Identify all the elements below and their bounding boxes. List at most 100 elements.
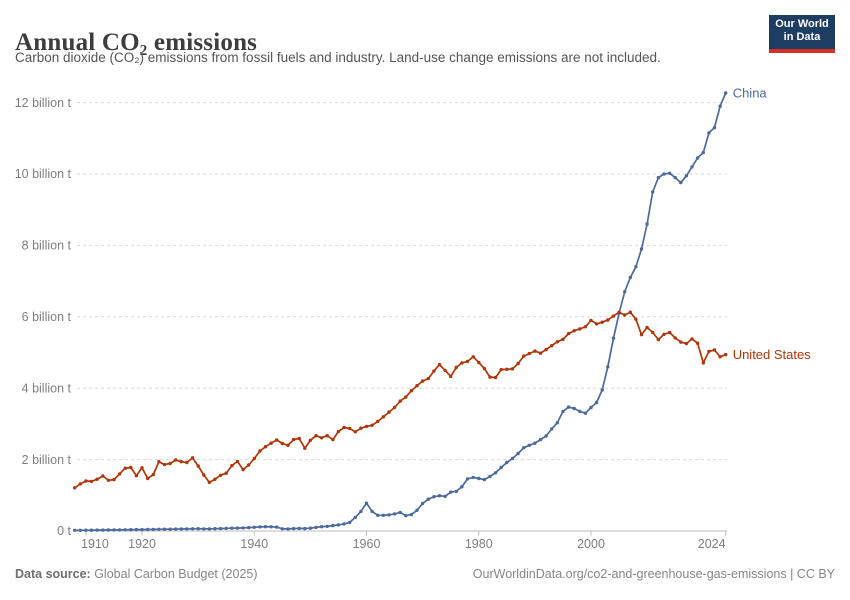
data-point — [247, 525, 251, 530]
data-point — [505, 367, 509, 371]
data-point — [230, 526, 234, 530]
data-point — [78, 528, 83, 532]
data-point — [370, 423, 374, 427]
data-point — [510, 367, 515, 371]
data-point — [460, 485, 464, 489]
data-point — [314, 525, 318, 530]
x-tick-label: 1960 — [353, 537, 381, 551]
data-point — [499, 367, 503, 372]
data-point — [544, 434, 548, 438]
data-point — [162, 527, 167, 531]
data-point — [493, 471, 498, 475]
attribution-link[interactable]: OurWorldinData.org/co2-and-greenhouse-ga… — [472, 567, 835, 581]
data-point — [651, 190, 655, 194]
data-point — [269, 525, 273, 529]
x-tick-label: 2024 — [698, 537, 726, 551]
data-point — [718, 355, 722, 359]
data-point — [583, 325, 588, 329]
data-point — [662, 332, 666, 336]
data-point — [589, 405, 593, 410]
data-point — [213, 477, 217, 481]
data-point — [392, 512, 397, 516]
data-point — [89, 479, 94, 484]
y-tick-label: 6 billion t — [22, 310, 72, 324]
data-point — [353, 515, 357, 520]
data-point — [207, 480, 212, 485]
data-point — [527, 351, 531, 356]
data-point — [432, 369, 436, 373]
data-point — [465, 477, 470, 481]
owid-logo-line2: in Data — [783, 31, 821, 43]
data-point — [342, 425, 346, 430]
series-label-united-states: United States — [733, 347, 812, 362]
data-point — [95, 528, 99, 532]
data-point — [471, 475, 475, 480]
data-point — [269, 441, 273, 445]
data-point — [572, 329, 576, 333]
data-point — [247, 463, 251, 467]
data-point — [538, 351, 543, 355]
data-point — [516, 451, 520, 456]
data-point — [207, 527, 212, 531]
data-point — [336, 523, 341, 527]
data-point — [319, 436, 324, 440]
data-point — [415, 384, 419, 388]
data-point — [319, 525, 324, 529]
data-point — [157, 527, 161, 531]
data-point — [505, 460, 509, 465]
data-point — [606, 318, 610, 322]
data-point — [578, 409, 582, 414]
data-point — [611, 336, 616, 340]
data-point — [684, 341, 689, 346]
data-point — [73, 486, 77, 490]
data-point — [482, 366, 487, 371]
data-point — [325, 524, 329, 529]
data-point — [129, 528, 133, 532]
data-point — [252, 525, 256, 529]
x-tick-label: 1920 — [128, 537, 156, 551]
data-point — [477, 476, 481, 481]
data-point — [359, 426, 363, 430]
data-point — [533, 349, 537, 353]
data-point — [134, 474, 139, 478]
data-point — [454, 489, 458, 494]
data-point — [89, 528, 94, 532]
data-point — [465, 359, 470, 364]
x-tick-label: 1910 — [81, 537, 109, 551]
data-point — [409, 389, 414, 393]
y-tick-label: 4 billion t — [22, 381, 72, 395]
data-point — [645, 325, 649, 330]
data-point — [679, 340, 683, 344]
data-point — [185, 527, 189, 531]
data-point — [106, 478, 111, 482]
data-point — [662, 172, 666, 176]
data-point — [190, 527, 195, 531]
data-point — [656, 175, 661, 180]
data-point — [218, 473, 223, 477]
data-point — [415, 508, 419, 512]
data-point — [656, 337, 661, 342]
data-point — [611, 314, 616, 318]
data-point — [690, 165, 694, 169]
data-point — [263, 525, 268, 529]
data-point — [235, 526, 240, 530]
data-point — [550, 427, 554, 431]
data-point — [437, 494, 442, 498]
owid-logo[interactable]: Our World in Data — [769, 15, 835, 53]
data-point — [370, 509, 374, 514]
data-point — [342, 522, 346, 526]
data-point — [566, 331, 571, 336]
data-point — [241, 526, 245, 530]
data-point — [123, 466, 127, 470]
data-point — [84, 528, 88, 532]
data-point — [426, 497, 430, 501]
data-point — [179, 460, 183, 464]
data-point — [353, 430, 357, 434]
y-tick-label: 8 billion t — [22, 239, 72, 253]
data-point — [218, 526, 223, 531]
data-point — [331, 523, 335, 528]
data-point — [404, 513, 408, 518]
data-point — [280, 527, 284, 531]
x-tick-label: 1940 — [240, 537, 268, 551]
